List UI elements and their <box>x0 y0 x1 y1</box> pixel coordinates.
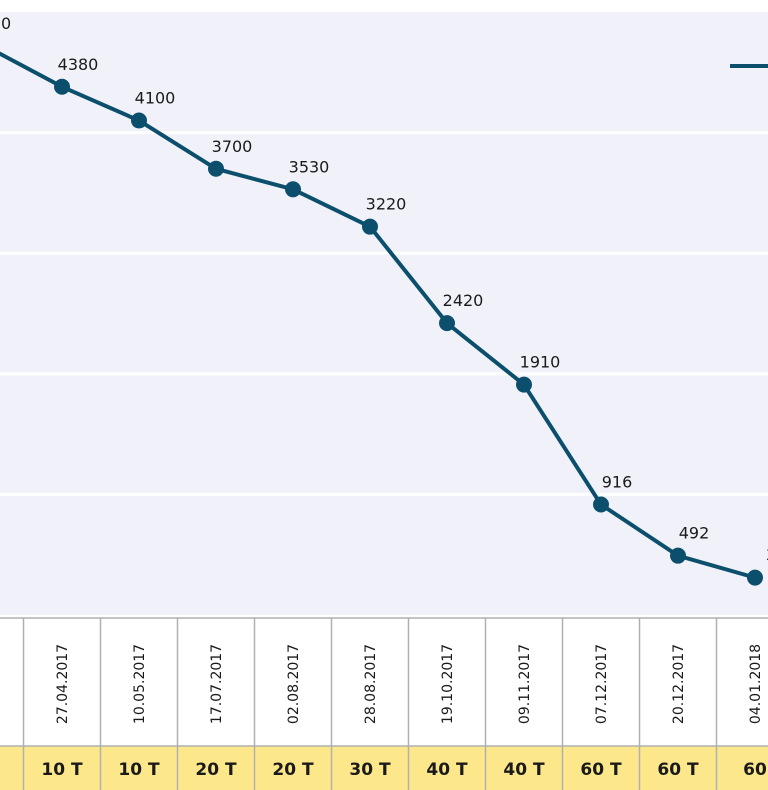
series: 20 4380 4100 3700 3530 3220 2420 1910 916 492 3 <box>0 14 768 586</box>
dose-label: 20 T <box>195 760 237 780</box>
gridlines <box>0 131 768 496</box>
date-label: 17.07.2017 <box>209 644 225 724</box>
dose-label: 30 T <box>349 760 391 780</box>
date-label: 27.04.2017 <box>55 644 71 724</box>
date-label: 19.10.2017 <box>440 644 456 724</box>
data-point <box>747 569 763 586</box>
data-label: 4380 <box>58 55 99 74</box>
data-point <box>54 78 70 95</box>
data-label: 3220 <box>366 195 407 214</box>
date-label: 02.08.2017 <box>286 644 302 724</box>
date-label: 07.12.2017 <box>594 644 610 724</box>
data-point <box>362 218 378 235</box>
data-point <box>439 315 455 332</box>
dose-label: 60 T <box>657 760 699 780</box>
data-label: 492 <box>679 524 710 543</box>
data-label: 1910 <box>520 353 561 372</box>
data-label: 3530 <box>289 157 330 176</box>
data-label: 3700 <box>212 137 253 156</box>
data-label: 916 <box>602 473 633 492</box>
data-point <box>670 547 686 564</box>
dose-label: 10 T <box>118 760 160 780</box>
data-point <box>593 496 609 513</box>
date-label: 09.11.2017 <box>517 644 533 724</box>
data-label: 3 <box>766 546 768 565</box>
date-label: 04.01.2018 <box>748 644 764 724</box>
date-label: 28.08.2017 <box>363 644 379 724</box>
data-label: 4100 <box>135 89 176 108</box>
dose-label: 20 T <box>272 760 314 780</box>
data-point <box>516 376 532 393</box>
plot-background <box>0 12 768 615</box>
date-label: 20.12.2017 <box>671 644 687 724</box>
dose-label: 60 T <box>580 760 622 780</box>
data-label: 20 <box>0 14 11 33</box>
dose-label: 10 T <box>41 760 83 780</box>
data-point <box>131 112 147 129</box>
dose-label: 40 T <box>503 760 545 780</box>
dose-label: 40 T <box>426 760 468 780</box>
date-label: 10.05.2017 <box>132 644 148 724</box>
data-point <box>285 181 301 198</box>
dose-label: 60 <box>743 760 767 780</box>
data-label: 2420 <box>443 291 484 310</box>
data-point <box>208 160 224 177</box>
